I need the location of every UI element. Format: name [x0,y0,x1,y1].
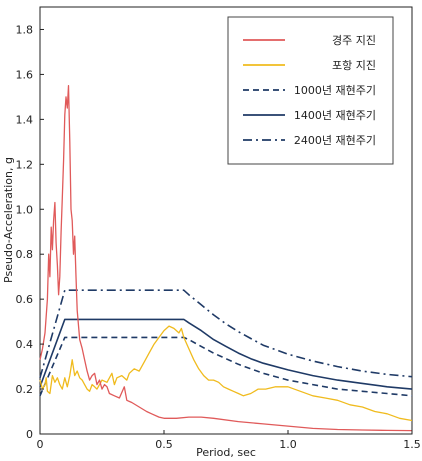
legend-label-2: 1000년 재현주기 [294,84,376,97]
series-layer [39,85,413,432]
y-axis-label: Pseudo-Acceleration, g [2,157,15,283]
y-tick-label: 1.4 [16,113,34,126]
y-tick-label: 1.0 [16,203,34,216]
legend-label-4: 2400년 재현주기 [294,134,376,147]
series-line-3 [39,318,413,390]
y-tick-label: 0.6 [16,293,34,306]
legend-label-1: 포항 지진 [332,59,376,72]
plot-frame [39,6,413,435]
series-line-4 [39,289,413,379]
x-tick-label: 1.0 [279,438,297,451]
x-tick-label: 0 [37,438,44,451]
y-tick-label: 1.2 [16,158,34,171]
y-tick-label: 0.2 [16,383,34,396]
x-axis-label: Period, sec [196,446,256,459]
tick-layer: 0 0.5 1.0 1.5 0 0.2 0.4 0.6 0.8 1.0 1.2 1.4 1.6 1.8 [16,23,421,451]
y-tick-label: 0.4 [16,338,34,351]
y-tick-label: 1.8 [16,23,34,36]
series-line-0 [39,85,413,432]
y-tick-label: 0.8 [16,248,34,261]
x-tick-label: 0.5 [155,438,173,451]
legend-label-3: 1400년 재현주기 [294,109,376,122]
y-tick-label: 1.6 [16,68,34,81]
series-line-1 [39,325,413,422]
y-tick-label: 0 [26,428,33,441]
legend-label-0: 경주 지진 [332,34,376,47]
series-line-2 [39,336,413,397]
x-tick-label: 1.5 [403,438,421,451]
